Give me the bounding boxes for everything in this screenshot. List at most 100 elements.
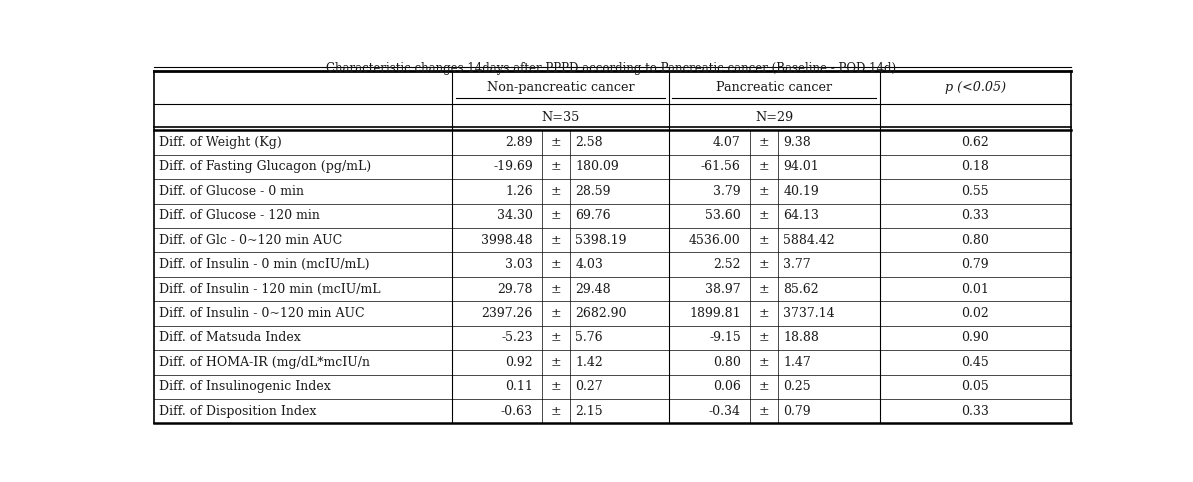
Text: 0.01: 0.01 [962, 282, 989, 295]
Text: Diff. of Insulinogenic Index: Diff. of Insulinogenic Index [160, 380, 330, 393]
Text: 5.76: 5.76 [575, 332, 602, 345]
Text: 0.11: 0.11 [505, 380, 533, 393]
Text: ±: ± [759, 209, 769, 222]
Text: 0.55: 0.55 [962, 185, 989, 198]
Text: 0.79: 0.79 [784, 405, 811, 418]
Text: 69.76: 69.76 [575, 209, 611, 222]
Text: 94.01: 94.01 [784, 161, 820, 174]
Text: 28.59: 28.59 [575, 185, 611, 198]
Text: ±: ± [551, 185, 561, 198]
Text: Diff. of Disposition Index: Diff. of Disposition Index [160, 405, 316, 418]
Text: 2682.90: 2682.90 [575, 307, 626, 320]
Text: 53.60: 53.60 [705, 209, 741, 222]
Text: 3998.48: 3998.48 [481, 234, 533, 247]
Text: -19.69: -19.69 [493, 161, 533, 174]
Text: Diff. of Glucose - 120 min: Diff. of Glucose - 120 min [160, 209, 320, 222]
Text: 34.30: 34.30 [497, 209, 533, 222]
Text: ±: ± [551, 161, 561, 174]
Text: 4536.00: 4536.00 [690, 234, 741, 247]
Text: ±: ± [759, 136, 769, 149]
Text: Diff. of Matsuda Index: Diff. of Matsuda Index [160, 332, 301, 345]
Text: 29.48: 29.48 [575, 282, 611, 295]
Text: ±: ± [551, 282, 561, 295]
Text: 2.52: 2.52 [713, 258, 741, 271]
Text: Diff. of Insulin - 0 min (mcIU/mL): Diff. of Insulin - 0 min (mcIU/mL) [160, 258, 370, 271]
Text: 5398.19: 5398.19 [575, 234, 626, 247]
Text: 0.80: 0.80 [962, 234, 989, 247]
Text: 0.05: 0.05 [962, 380, 989, 393]
Text: -61.56: -61.56 [701, 161, 741, 174]
Text: 40.19: 40.19 [784, 185, 820, 198]
Text: Diff. of HOMA-IR (mg/dL*mcIU/n: Diff. of HOMA-IR (mg/dL*mcIU/n [160, 356, 370, 369]
Text: 180.09: 180.09 [575, 161, 619, 174]
Text: Pancreatic cancer: Pancreatic cancer [716, 81, 833, 94]
Text: 1.42: 1.42 [575, 356, 604, 369]
Text: 0.62: 0.62 [962, 136, 989, 149]
Text: N=35: N=35 [542, 111, 580, 124]
Text: 1899.81: 1899.81 [690, 307, 741, 320]
Text: ±: ± [551, 380, 561, 393]
Text: ±: ± [551, 356, 561, 369]
Text: -9.15: -9.15 [709, 332, 741, 345]
Text: 4.03: 4.03 [575, 258, 604, 271]
Text: 0.79: 0.79 [962, 258, 989, 271]
Text: 0.92: 0.92 [505, 356, 533, 369]
Text: 18.88: 18.88 [784, 332, 820, 345]
Text: 64.13: 64.13 [784, 209, 820, 222]
Text: ±: ± [551, 307, 561, 320]
Text: 0.06: 0.06 [713, 380, 741, 393]
Text: Diff. of Glc - 0~120 min AUC: Diff. of Glc - 0~120 min AUC [160, 234, 342, 247]
Text: ±: ± [551, 234, 561, 247]
Text: p (<0.05): p (<0.05) [945, 81, 1006, 94]
Text: 0.27: 0.27 [575, 380, 602, 393]
Text: 2.15: 2.15 [575, 405, 602, 418]
Text: 0.90: 0.90 [962, 332, 989, 345]
Text: 3.77: 3.77 [784, 258, 811, 271]
Text: 85.62: 85.62 [784, 282, 820, 295]
Text: 0.45: 0.45 [962, 356, 989, 369]
Text: Diff. of Insulin - 0~120 min AUC: Diff. of Insulin - 0~120 min AUC [160, 307, 365, 320]
Text: ±: ± [551, 405, 561, 418]
Text: -0.34: -0.34 [709, 405, 741, 418]
Text: ±: ± [759, 356, 769, 369]
Text: Diff. of Insulin - 120 min (mcIU/mL: Diff. of Insulin - 120 min (mcIU/mL [160, 282, 381, 295]
Text: N=29: N=29 [755, 111, 793, 124]
Text: 5884.42: 5884.42 [784, 234, 835, 247]
Text: 4.07: 4.07 [713, 136, 741, 149]
Text: 3737.14: 3737.14 [784, 307, 835, 320]
Text: ±: ± [759, 185, 769, 198]
Text: ±: ± [551, 258, 561, 271]
Text: 3.03: 3.03 [505, 258, 533, 271]
Text: 0.18: 0.18 [962, 161, 989, 174]
Text: ±: ± [551, 136, 561, 149]
Text: ±: ± [759, 332, 769, 345]
Text: Characteristic changes 14days after PPPD according to Pancreatic cancer (Baselin: Characteristic changes 14days after PPPD… [327, 63, 896, 76]
Text: 2.58: 2.58 [575, 136, 602, 149]
Text: 2.89: 2.89 [505, 136, 533, 149]
Text: Diff. of Glucose - 0 min: Diff. of Glucose - 0 min [160, 185, 304, 198]
Text: 29.78: 29.78 [497, 282, 533, 295]
Text: 2397.26: 2397.26 [482, 307, 533, 320]
Text: 0.33: 0.33 [962, 405, 989, 418]
Text: 0.02: 0.02 [962, 307, 989, 320]
Text: 0.80: 0.80 [713, 356, 741, 369]
Text: 1.26: 1.26 [505, 185, 533, 198]
Text: -5.23: -5.23 [501, 332, 533, 345]
Text: ±: ± [551, 332, 561, 345]
Text: 3.79: 3.79 [713, 185, 741, 198]
Text: 38.97: 38.97 [705, 282, 741, 295]
Text: 1.47: 1.47 [784, 356, 811, 369]
Text: ±: ± [759, 258, 769, 271]
Text: Non-pancreatic cancer: Non-pancreatic cancer [487, 81, 635, 94]
Text: ±: ± [759, 234, 769, 247]
Text: 9.38: 9.38 [784, 136, 811, 149]
Text: 0.33: 0.33 [962, 209, 989, 222]
Text: ±: ± [759, 161, 769, 174]
Text: ±: ± [551, 209, 561, 222]
Text: ±: ± [759, 380, 769, 393]
Text: Diff. of Weight (Kg): Diff. of Weight (Kg) [160, 136, 282, 149]
Text: ±: ± [759, 405, 769, 418]
Text: 0.25: 0.25 [784, 380, 811, 393]
Text: ±: ± [759, 282, 769, 295]
Text: ±: ± [759, 307, 769, 320]
